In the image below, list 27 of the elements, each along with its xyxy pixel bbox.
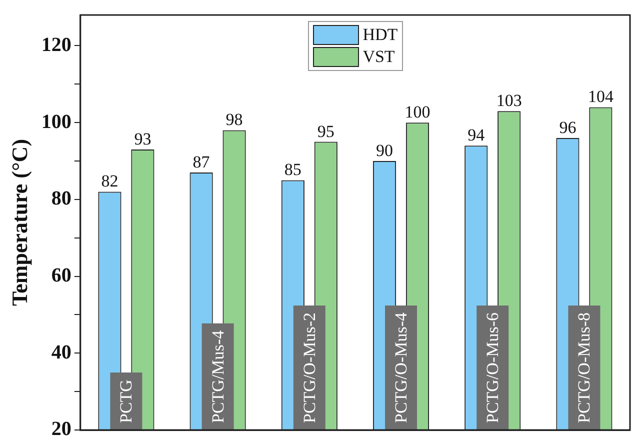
x-tick-label: PCTG [116,380,136,423]
y-tick-label: 40 [51,341,72,364]
x-tick-label: PCTG/O-Mus-6 [483,312,502,423]
data-label: 90 [376,140,394,160]
x-tick-label: PCTG/O-Mus-8 [574,312,594,423]
x-tick-label: PCTG/O-Mus-2 [300,312,319,423]
data-label: 85 [284,160,302,180]
y-tick-label: 100 [41,110,72,133]
y-tick-label: 120 [41,34,72,56]
data-label: 98 [226,110,243,130]
data-label: 100 [404,102,430,122]
data-label: 87 [192,152,210,172]
x-tick-label: PCTG/O-Mus-4 [391,312,410,423]
legend-label: HDT [362,24,398,46]
y-tick-label: 80 [51,188,72,210]
x-tick-label: PCTG/Mus-4 [208,330,228,423]
data-label: 104 [588,87,614,106]
data-label: 94 [468,126,486,145]
data-label: 103 [496,91,522,110]
y-tick-label: 60 [51,264,72,286]
data-label: 82 [101,172,118,191]
data-label: 95 [317,122,334,141]
data-label: 93 [134,129,152,148]
legend-label: VST [362,46,395,68]
data-label: 96 [559,118,576,137]
y-axis-title: Temperature (°C) [6,138,32,306]
y-tick-label: 20 [51,418,72,440]
